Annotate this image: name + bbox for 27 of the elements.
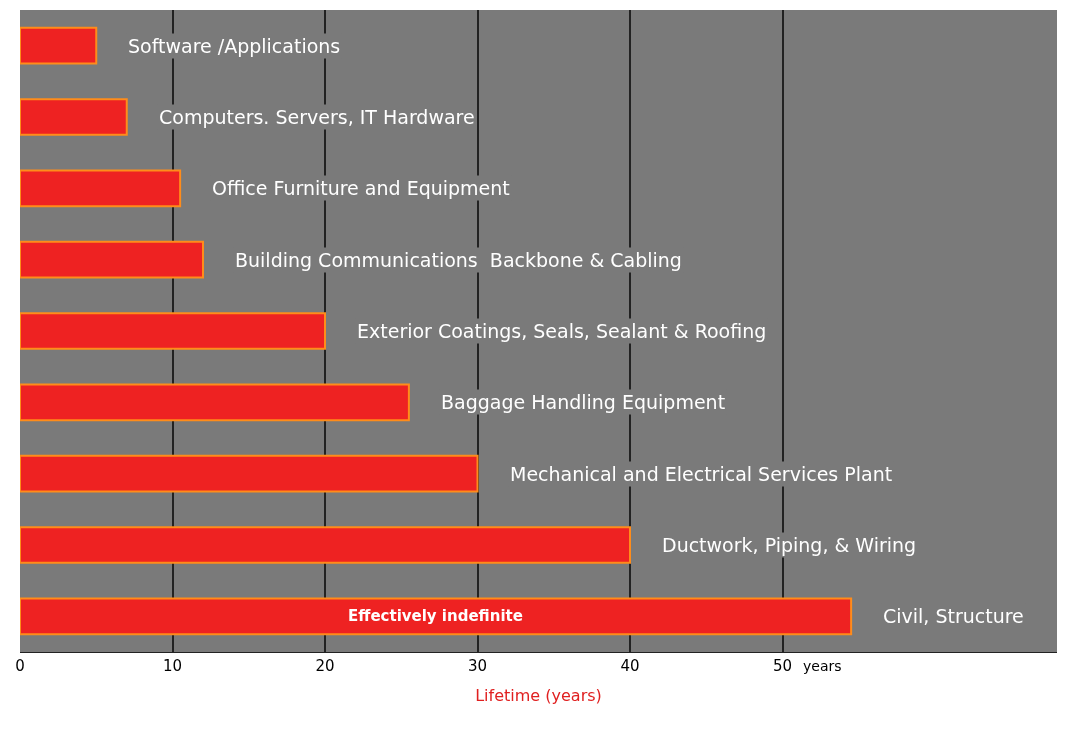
y-tick-label: Exterior Coatings, Seals, Sealant & Roofing — [357, 320, 767, 342]
bar — [20, 454, 479, 493]
y-tick-label: Civil, Structure — [883, 605, 1024, 627]
text: years — [803, 658, 842, 674]
bar — [20, 526, 631, 564]
bar — [20, 240, 204, 279]
bar — [20, 169, 182, 208]
y-tick-label: Office Furniture and Equipment — [212, 177, 510, 199]
y-tick-label: Software /Applications — [128, 35, 341, 57]
y-tick-label: Baggage Handling Equipment — [441, 391, 726, 413]
bar — [20, 312, 326, 350]
y-tick-label: Mechanical and Electrical Services Plant — [510, 463, 893, 485]
x-tick-label: 30 — [467, 657, 488, 675]
y-tick-label: Computers. Servers, IT Hardware — [159, 106, 475, 128]
x-tick-label: 10 — [162, 657, 183, 675]
x-tick-label: 20 — [315, 657, 335, 675]
x-axis-title: Lifetime (years) — [475, 685, 602, 705]
x-tick-label: 0 — [15, 657, 25, 675]
annotation: Effectively indefinite — [348, 607, 523, 625]
bar — [20, 26, 98, 65]
y-tick-label: Ductwork, Piping, & Wiring — [662, 534, 917, 556]
y-tick-label: Building Communications Backbone & Cabling — [235, 249, 682, 271]
x-tick-label: 40 — [620, 657, 640, 675]
bar — [20, 383, 410, 422]
bar — [20, 98, 128, 136]
bar — [20, 597, 853, 636]
x-tick-label: 50 — [772, 657, 793, 675]
